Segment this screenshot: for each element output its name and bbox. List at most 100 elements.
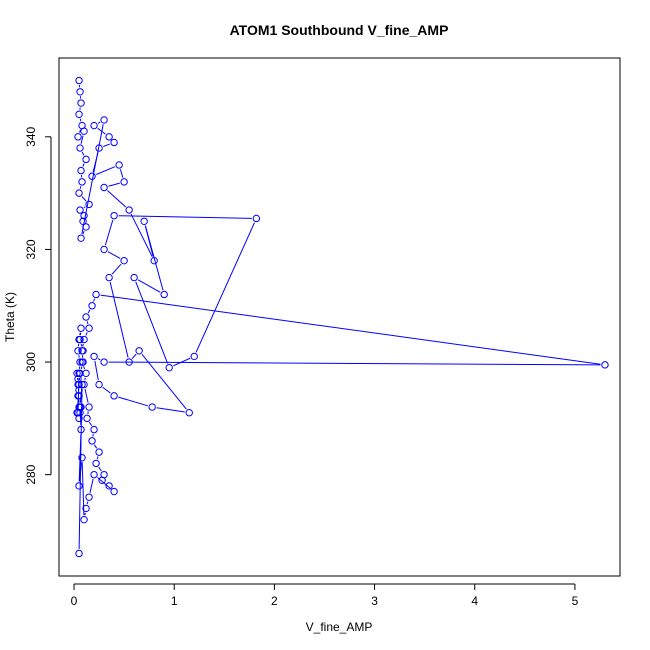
- data-point: [90, 470, 98, 479]
- data-point: [76, 409, 84, 417]
- data-point: [73, 369, 81, 378]
- data-point: [83, 414, 91, 423]
- data-point: [252, 214, 261, 223]
- data-point: [120, 256, 128, 265]
- x-tick-label: 5: [572, 594, 579, 608]
- series-segment: [119, 169, 124, 178]
- series-segment: [141, 353, 187, 410]
- axes: 0 1 2 3 4 5 280 300 320 340: [24, 126, 579, 608]
- data-point: [601, 361, 609, 369]
- series-segment: [104, 219, 114, 246]
- data-point: [80, 127, 88, 135]
- data-point: [74, 347, 82, 355]
- data-point: [100, 245, 108, 254]
- data-point: [82, 313, 90, 321]
- data-point: [95, 448, 103, 456]
- data-point: [110, 138, 118, 147]
- series-segment: [92, 152, 99, 172]
- data-point: [100, 116, 108, 124]
- data-point: [90, 121, 98, 130]
- series-segment: [80, 366, 83, 370]
- data-point: [75, 369, 83, 378]
- data-point: [82, 223, 90, 231]
- series-segment: [135, 281, 169, 364]
- data-point: [125, 206, 133, 214]
- series-segment: [156, 407, 185, 413]
- series-segment: [94, 444, 98, 449]
- x-tick-label: 3: [371, 594, 378, 608]
- series-segment: [97, 127, 106, 135]
- data-point: [150, 256, 158, 265]
- series-segment: [102, 386, 111, 394]
- series-segment: [79, 129, 82, 133]
- series-lines: [76, 84, 601, 549]
- data-point: [75, 392, 83, 400]
- data-point: [140, 217, 148, 225]
- series-segment: [80, 135, 84, 144]
- data-point: [75, 189, 83, 197]
- data-point: [80, 515, 88, 524]
- data-point: [74, 375, 82, 383]
- plot-frame: [58, 57, 621, 577]
- series-segment: [97, 121, 101, 124]
- data-point: [82, 155, 90, 164]
- data-point: [75, 549, 83, 558]
- series-segment: [79, 118, 82, 122]
- data-point: [125, 358, 133, 366]
- data-point: [190, 352, 198, 361]
- series-segment: [94, 360, 99, 381]
- data-point: [75, 110, 83, 119]
- series-segment: [81, 196, 87, 202]
- data-point: [74, 133, 82, 141]
- data-point: [160, 290, 168, 299]
- data-point: [76, 206, 84, 214]
- data-point: [88, 302, 96, 310]
- series-segment: [195, 222, 255, 353]
- series-segment: [97, 358, 101, 361]
- x-tick-label: 2: [271, 594, 278, 608]
- data-point: [95, 144, 103, 152]
- data-point: [92, 290, 100, 299]
- data-point: [82, 504, 90, 513]
- data-point: [98, 476, 106, 484]
- data-point: [95, 380, 103, 389]
- data-point: [77, 234, 85, 242]
- data-point: [77, 99, 85, 107]
- data-point: [78, 358, 86, 366]
- series-segment: [96, 166, 116, 175]
- data-point: [120, 178, 128, 186]
- y-tick-label: 280: [24, 464, 38, 484]
- series-segment: [79, 186, 82, 189]
- data-point: [85, 200, 93, 209]
- data-point: [165, 363, 173, 372]
- series-segment: [130, 213, 153, 257]
- series-segment: [131, 353, 137, 360]
- data-point: [85, 403, 93, 411]
- series-segment: [96, 456, 99, 460]
- data-point: [75, 482, 83, 490]
- x-tick-label: 0: [71, 594, 78, 608]
- y-tick-label: 300: [24, 352, 38, 372]
- data-point: [78, 178, 86, 186]
- data-point: [148, 403, 156, 411]
- series-segment: [83, 206, 86, 209]
- data-point: [90, 425, 98, 434]
- chart-title: ATOM1 Southbound V_fine_AMP: [230, 22, 449, 38]
- x-axis-label: V_fine_AMP: [306, 620, 373, 634]
- series-segment: [103, 143, 111, 147]
- x-tick-label: 4: [471, 594, 478, 608]
- series-points: [73, 76, 609, 558]
- data-point: [77, 425, 85, 434]
- data-point: [88, 437, 96, 445]
- series-segment: [111, 263, 122, 275]
- data-point: [185, 409, 193, 417]
- data-point: [85, 324, 93, 332]
- data-point: [115, 161, 123, 169]
- series-segment: [85, 332, 88, 336]
- series-segment: [100, 294, 601, 365]
- series-segment: [87, 309, 91, 314]
- series-segment: [80, 343, 83, 347]
- data-point: [78, 454, 86, 462]
